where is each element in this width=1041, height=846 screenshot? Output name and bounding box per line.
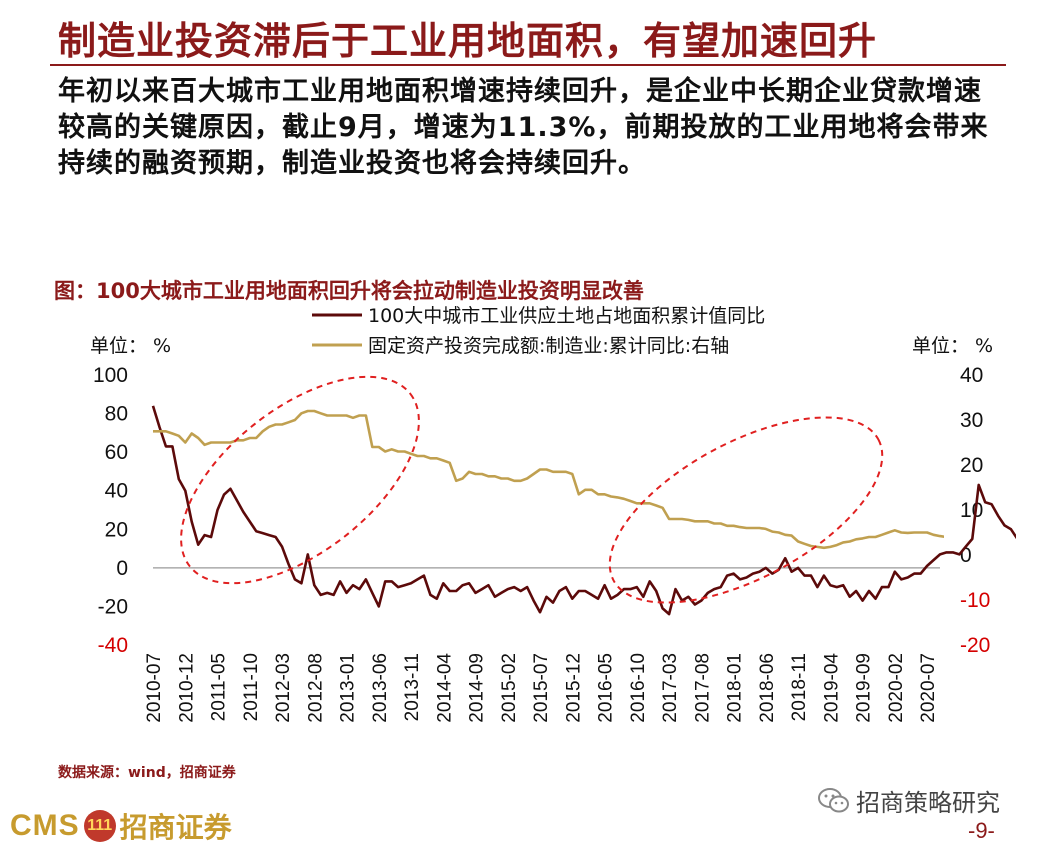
x-tick-label: 2018-11	[789, 653, 810, 721]
wechat-account: 招商策略研究	[856, 789, 1000, 817]
y-tick-label: 80	[105, 403, 128, 426]
x-tick-label: 2011-10	[241, 653, 262, 721]
x-tick-label: 2013-11	[402, 653, 423, 721]
y2-tick-label: -10	[960, 589, 990, 612]
highlight-ellipse-1	[180, 375, 420, 585]
x-tick-label: 2016-10	[628, 653, 649, 723]
y-tick-label: 0	[116, 557, 128, 580]
y2-tick-label: 0	[960, 544, 972, 567]
wechat-icon	[818, 787, 849, 812]
page-number: -9-	[968, 818, 995, 843]
chart-svg: 图：100大城市工业用地面积回升将会拉动制造业投资明显改善100大中城市工业供应…	[54, 279, 1016, 723]
brand-emblem-icon: 111	[83, 810, 116, 842]
x-tick-label: 2019-09	[854, 653, 875, 723]
x-tick-label: 2018-01	[725, 653, 746, 723]
brand-logo: CMS 111 招商证券	[10, 808, 232, 844]
y2-tick-label: 40	[960, 364, 983, 387]
x-tick-label: 2011-05	[209, 653, 230, 721]
y2-tick-label: 10	[960, 499, 983, 522]
series-line-1	[151, 405, 1016, 616]
title-divider	[50, 64, 1006, 66]
right-axis-unit: 单位： %	[912, 335, 993, 357]
y-tick-label: 60	[105, 441, 128, 464]
x-tick-label: 2018-06	[757, 653, 778, 723]
y-tick-label: -40	[98, 634, 128, 657]
x-tick-label: 2014-09	[467, 653, 488, 723]
series-line-2	[153, 409, 944, 550]
y2-tick-label: 20	[960, 454, 983, 477]
source-note: 数据来源：wind，招商证券	[58, 765, 236, 781]
x-tick-label: 2013-06	[370, 653, 391, 723]
chart-panel: 图：100大城市工业用地面积回升将会拉动制造业投资明显改善 100大中城市工业供应…	[50, 272, 1016, 757]
x-tick-label: 2010-07	[144, 653, 165, 723]
y-tick-label: 40	[105, 480, 128, 503]
y2-tick-label: 30	[960, 409, 983, 432]
y-tick-label: 20	[105, 518, 128, 541]
highlight-ellipse-2	[608, 416, 884, 604]
x-tick-label: 2016-05	[596, 653, 617, 723]
x-tick-label: 2019-04	[821, 653, 842, 723]
x-tick-label: 2014-04	[434, 653, 455, 723]
left-axis-unit: 单位： %	[90, 335, 171, 357]
brand-name: 招商证券	[119, 811, 232, 844]
lead-paragraph: 年初以来百大城市工业用地面积增速持续回升，是企业中长期企业贷款增速较高的关键原因…	[58, 76, 989, 179]
legend-label-2: 固定资产投资完成额:制造业:累计同比:右轴	[368, 335, 729, 357]
x-tick-label: 2015-12	[563, 653, 584, 723]
x-tick-label: 2012-03	[273, 653, 294, 723]
y-tick-label: -20	[98, 595, 128, 618]
x-tick-label: 2020-02	[886, 653, 907, 723]
slide-title: 制造业投资滞后于工业用地面积，有望加速回升	[58, 19, 878, 63]
y-tick-label: 100	[93, 364, 128, 387]
x-tick-label: 2017-03	[660, 653, 681, 723]
x-tick-label: 2010-12	[176, 653, 197, 723]
wechat-tag: 招商策略研究	[818, 783, 1000, 818]
chart-title: 图：100大城市工业用地面积回升将会拉动制造业投资明显改善	[54, 279, 644, 303]
x-tick-label: 2017-08	[692, 653, 713, 723]
x-tick-label: 2015-02	[499, 653, 520, 723]
x-tick-label: 2020-07	[918, 653, 939, 723]
y2-tick-label: -20	[960, 634, 990, 657]
legend-label-1: 100大中城市工业供应土地占地面积累计值同比	[368, 305, 765, 327]
brand-short: CMS	[10, 809, 80, 842]
x-tick-label: 2015-07	[531, 653, 552, 723]
x-tick-label: 2013-01	[338, 653, 359, 723]
x-tick-label: 2012-08	[305, 653, 326, 723]
